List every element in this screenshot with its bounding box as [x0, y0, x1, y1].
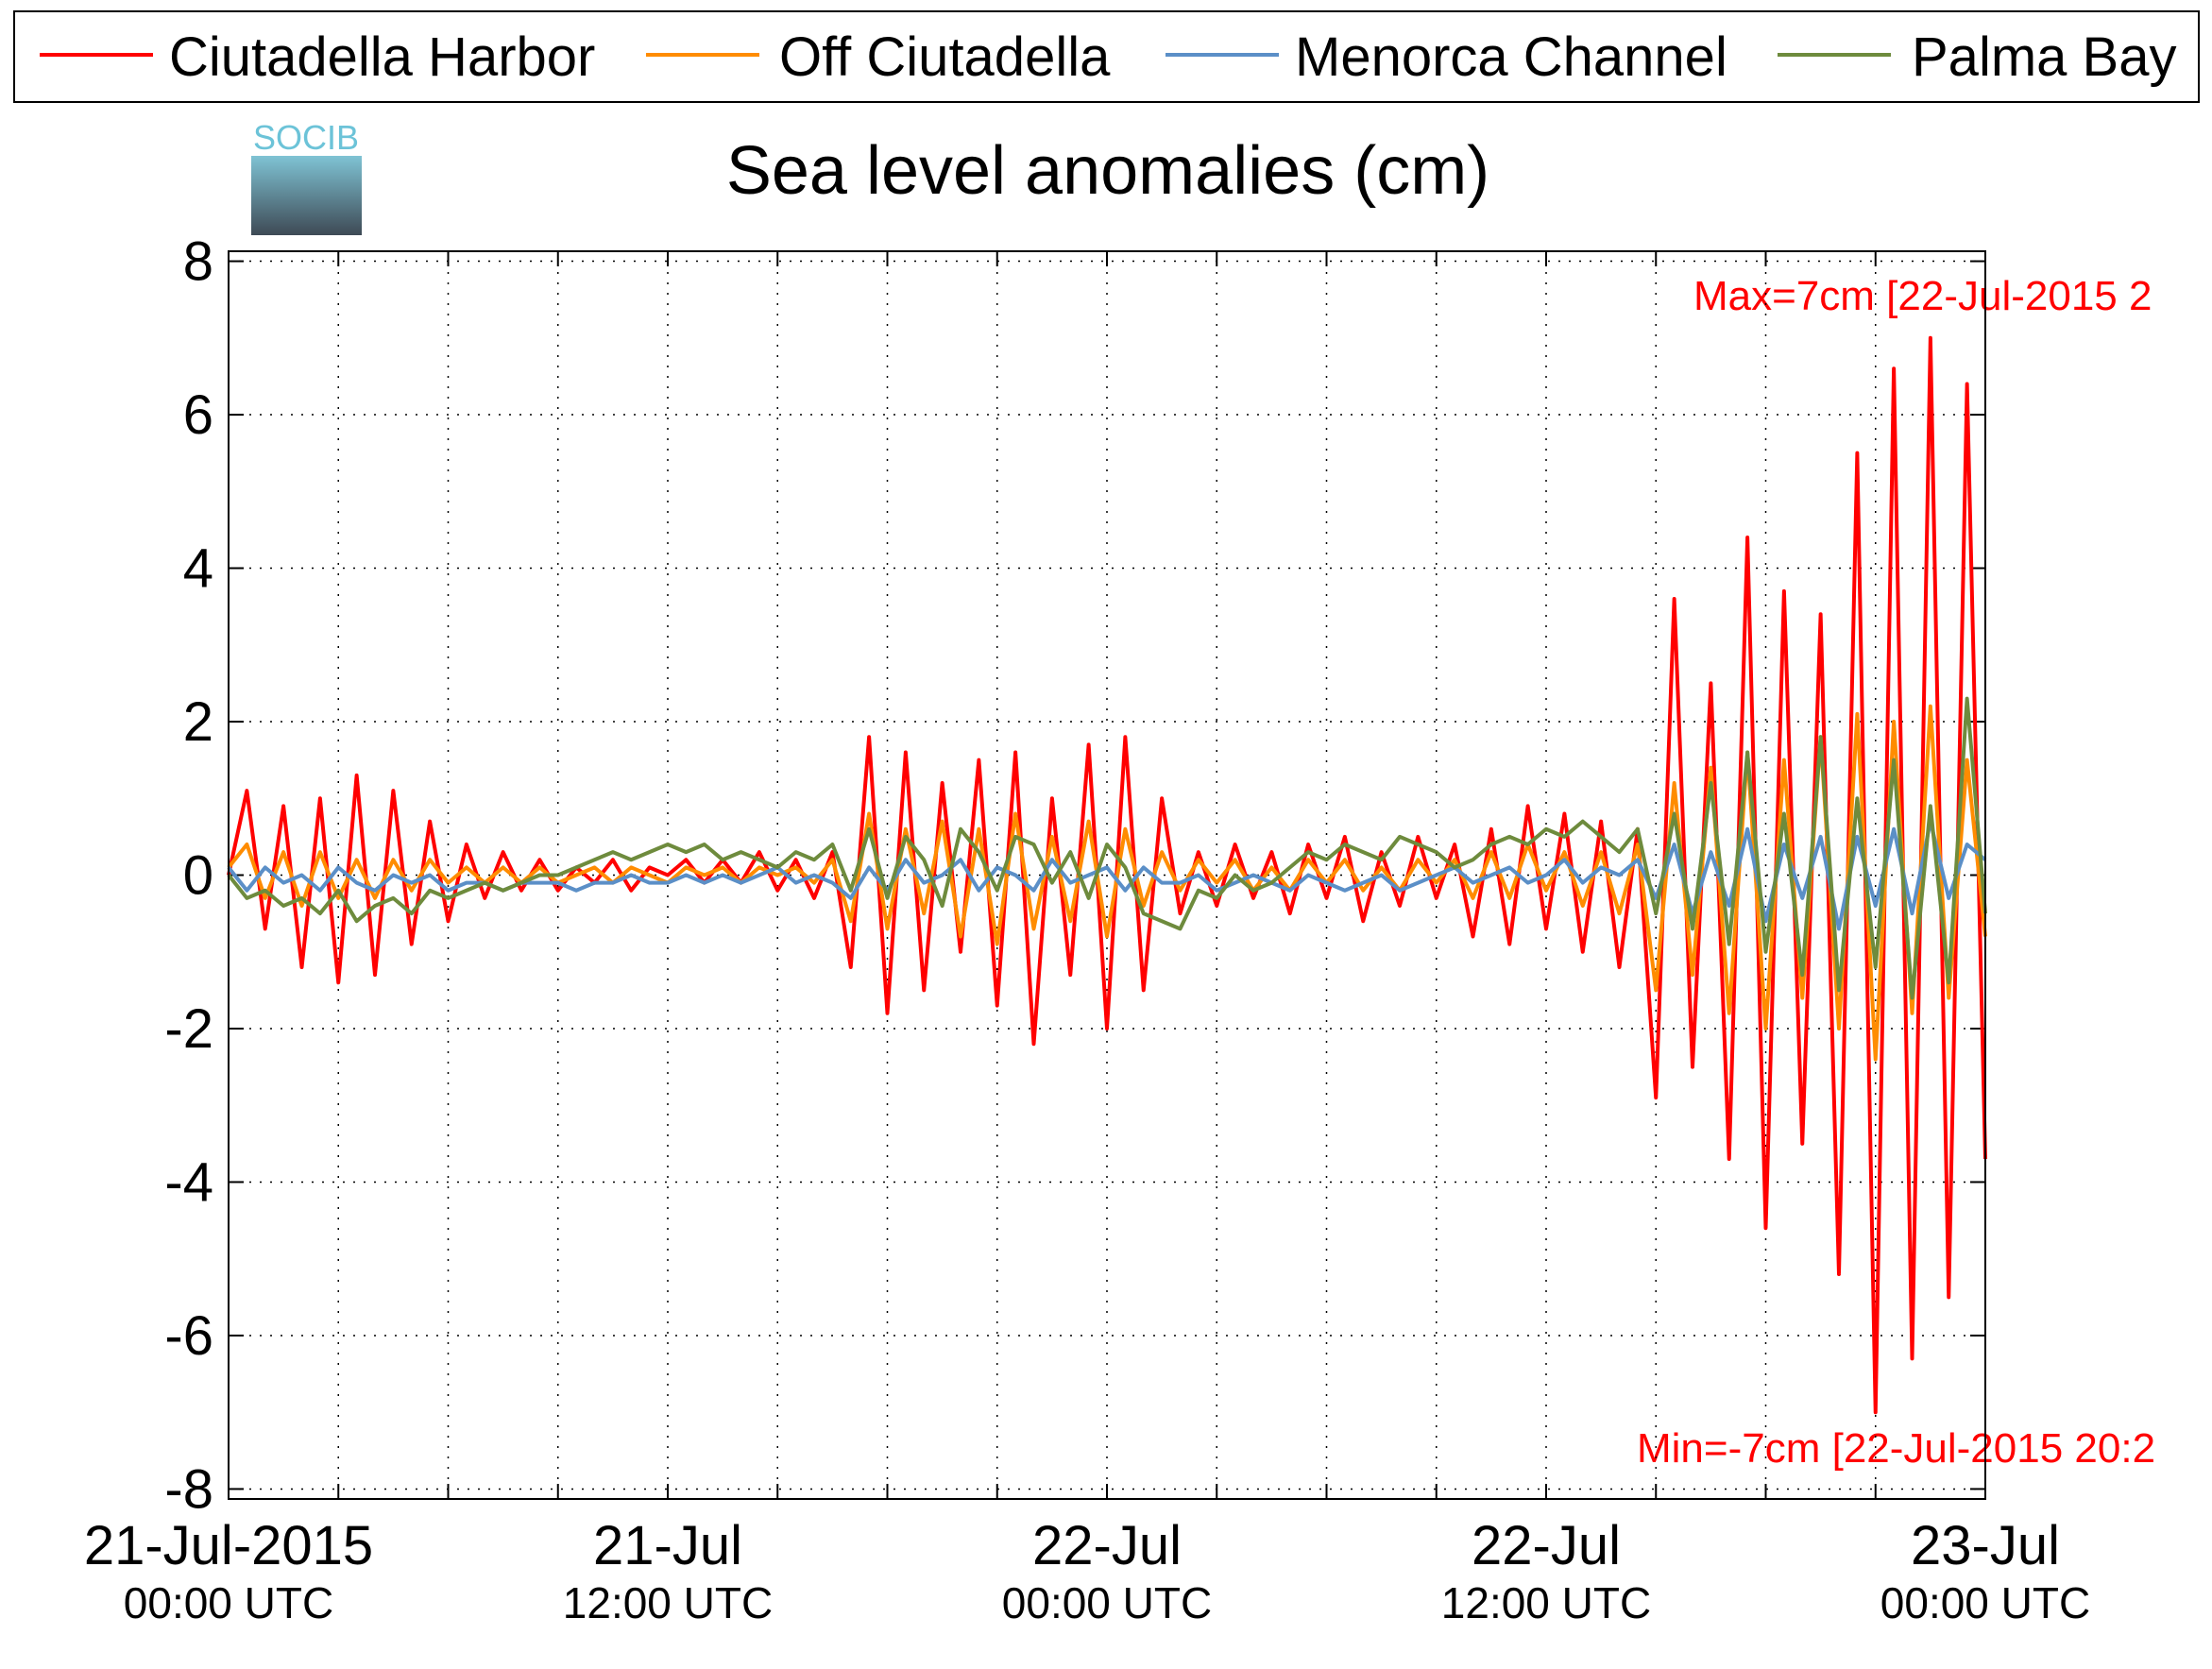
y-tick-label: 2: [183, 691, 213, 753]
legend-label: Ciutadella Harbor: [169, 26, 595, 88]
x-tick-label: 00:00 UTC: [1002, 1578, 1212, 1627]
legend-label: Off Ciutadella: [779, 26, 1111, 88]
legend-label: Palma Bay: [1912, 26, 2176, 88]
x-tick-label: 12:00 UTC: [1441, 1578, 1651, 1627]
y-tick-label: 4: [183, 538, 213, 600]
y-tick-label: 6: [183, 384, 213, 446]
x-tick-label: 21-Jul: [593, 1515, 742, 1576]
y-tick-label: 8: [183, 231, 213, 293]
chart-title: Sea level anomalies (cm): [726, 133, 1489, 209]
plot-frame: [228, 250, 1986, 1500]
x-tick-label: 00:00 UTC: [124, 1578, 333, 1627]
series-line: [227, 335, 1987, 1415]
x-tick-label: 12:00 UTC: [563, 1578, 773, 1627]
annotation: Min=-7cm [22-Jul-2015 20:2: [1637, 1425, 2155, 1472]
y-tick-label: -6: [164, 1305, 213, 1367]
x-tick-label: 00:00 UTC: [1880, 1578, 2090, 1627]
x-tick-label: 22-Jul: [1032, 1515, 1182, 1576]
logo: SOCIB: [251, 118, 362, 235]
x-tick-label: 22-Jul: [1472, 1515, 1621, 1576]
x-tick-label: 21-Jul-2015: [84, 1515, 373, 1576]
logo-image: [251, 156, 362, 235]
series-line: [227, 696, 1987, 1000]
y-tick-label: 0: [183, 845, 213, 907]
legend-label: Menorca Channel: [1295, 26, 1727, 88]
x-tick-label: 23-Jul: [1911, 1515, 2060, 1576]
logo-text: SOCIB: [253, 118, 359, 157]
y-tick-label: -4: [164, 1151, 213, 1213]
annotation: Max=7cm [22-Jul-2015 2: [1693, 273, 2152, 319]
y-tick-label: -8: [164, 1458, 213, 1520]
y-tick-label: -2: [164, 998, 213, 1060]
